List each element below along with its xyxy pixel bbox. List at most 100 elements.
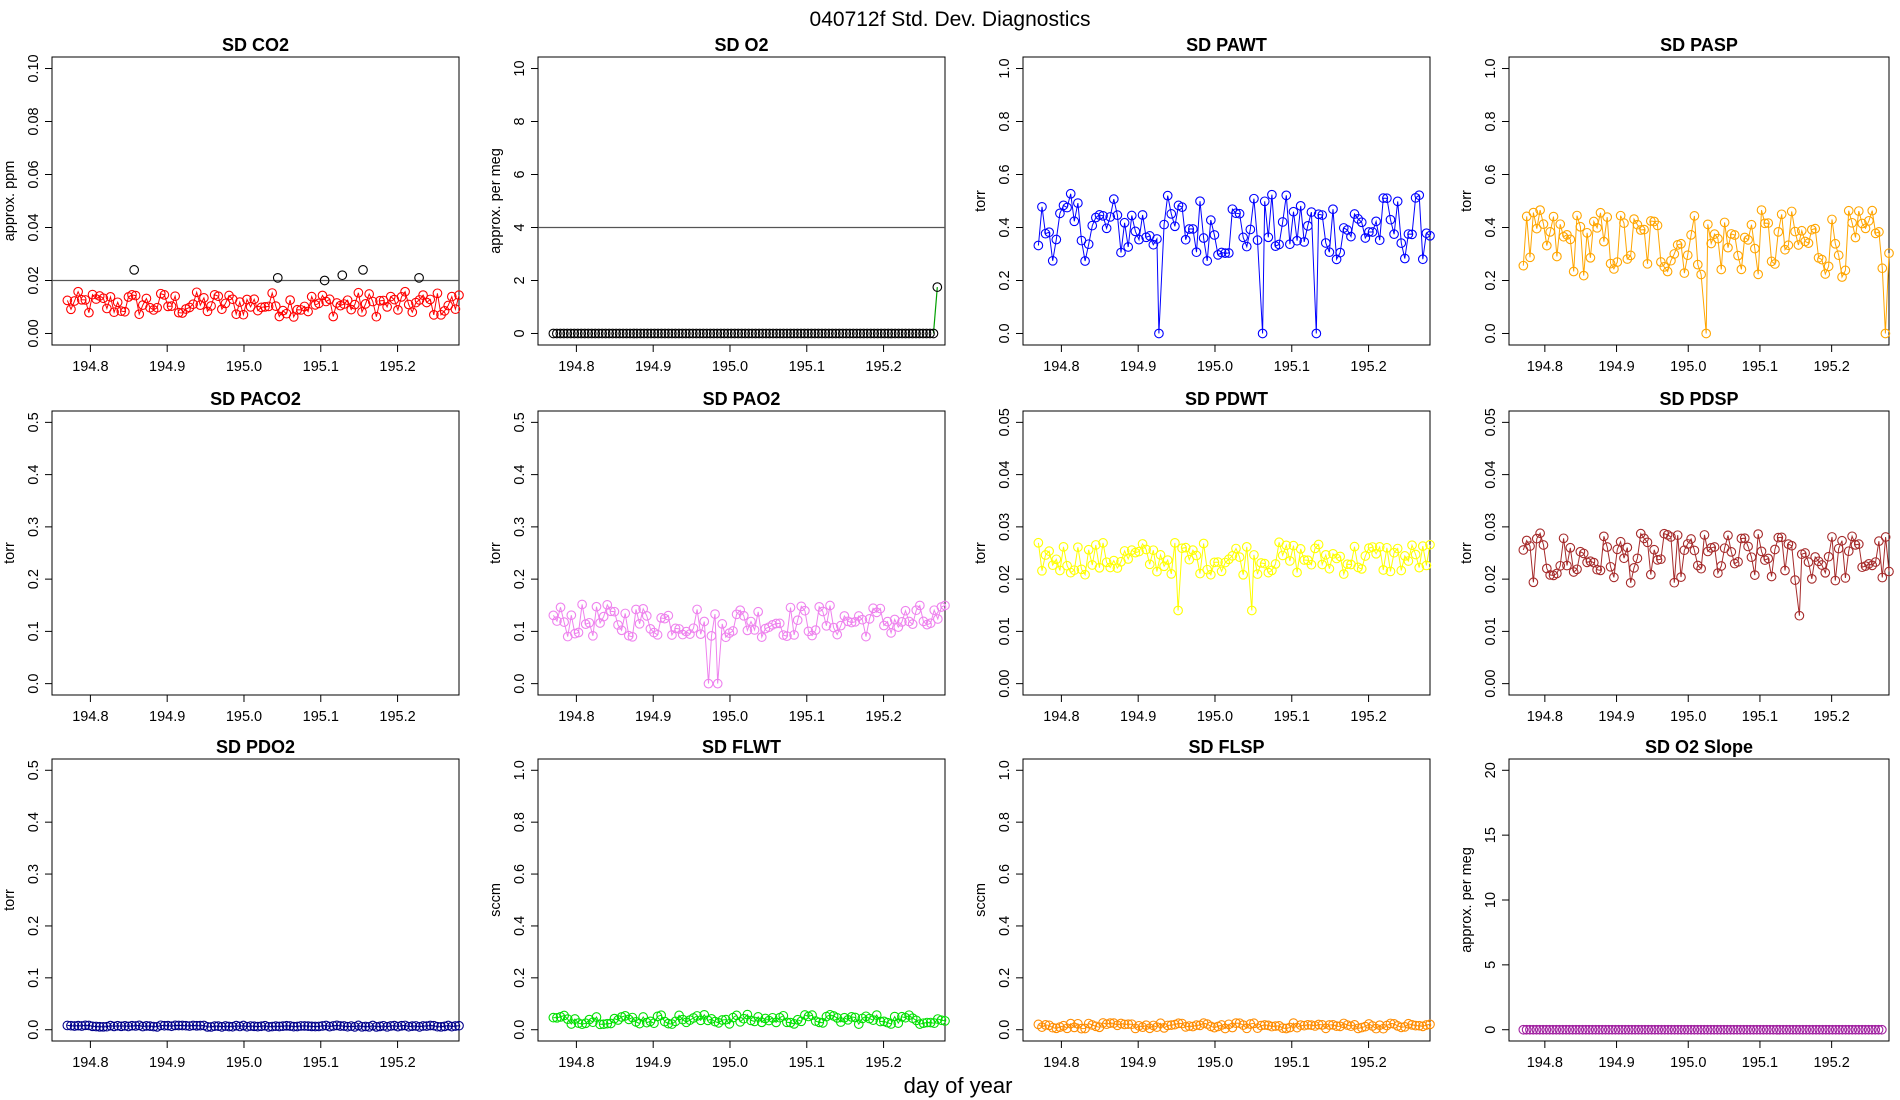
data-point (817, 606, 828, 617)
data-point (1682, 250, 1693, 261)
data-point (1349, 541, 1360, 552)
data-point (238, 309, 249, 320)
y-tick-label: 1.0 (997, 760, 1013, 780)
data-point (1184, 1021, 1195, 1031)
data-point (1223, 1019, 1234, 1030)
data-point (1575, 221, 1586, 232)
data-point (407, 1021, 418, 1031)
y-tick-label: 0.04 (26, 213, 42, 241)
data-point (393, 305, 403, 315)
data-point (1723, 242, 1733, 253)
data-point (1595, 565, 1606, 576)
data-point (1101, 557, 1112, 568)
x-tick-label: 195.0 (1197, 359, 1233, 375)
x-tick-label: 195.1 (789, 709, 825, 725)
data-point (1794, 1024, 1805, 1035)
data-point (306, 291, 317, 302)
data-point (1847, 217, 1857, 228)
y-axis-label: sccm (973, 883, 989, 917)
data-point (1776, 209, 1787, 220)
data-point (1148, 545, 1159, 556)
data-point (152, 302, 163, 313)
data-point (1256, 1020, 1266, 1031)
data-point (439, 1021, 450, 1032)
data-point (411, 1021, 421, 1031)
data-point (1770, 259, 1780, 269)
data-point (1830, 238, 1841, 249)
panel-title: SD PDWT (1185, 389, 1268, 409)
data-point (1267, 1021, 1277, 1032)
data-point (1198, 233, 1209, 243)
y-axis-label: torr (1459, 542, 1475, 564)
data-point (821, 620, 832, 631)
data-point (1367, 227, 1378, 237)
data-point (1535, 205, 1545, 215)
data-point (1722, 1024, 1733, 1035)
data-point (299, 1021, 310, 1031)
y-tick-label: 0.05 (1483, 408, 1499, 436)
x-tick-label: 195.2 (1350, 709, 1386, 725)
data-point (1605, 258, 1616, 269)
data-point (785, 328, 796, 339)
data-point (1743, 541, 1753, 552)
data-point (1692, 259, 1703, 270)
data-point (310, 1021, 321, 1032)
data-point (566, 1019, 577, 1029)
y-tick-label: 0.3 (512, 517, 528, 537)
data-point (1364, 543, 1374, 553)
data-point (911, 328, 921, 339)
x-tick-label: 195.1 (303, 359, 339, 375)
data-point (1335, 247, 1346, 258)
data-point (292, 1021, 303, 1032)
data-point (600, 328, 611, 339)
data-point (1385, 1018, 1396, 1029)
data-point (1709, 1024, 1719, 1035)
x-tick-label: 195.2 (1813, 709, 1849, 725)
data-point (782, 328, 792, 339)
data-point (577, 599, 587, 610)
data-point (918, 1018, 929, 1029)
data-point (1353, 1023, 1363, 1034)
x-tick-label: 195.1 (1742, 359, 1778, 375)
data-point (613, 620, 623, 630)
data-point (1755, 1024, 1765, 1035)
y-tick-label: 0.0 (512, 1020, 528, 1040)
data-point (439, 306, 450, 316)
data-point (817, 328, 827, 339)
x-tick-label: 195.0 (1197, 709, 1233, 725)
data-point (1763, 218, 1774, 228)
data-point (69, 1021, 80, 1031)
data-point (285, 1021, 295, 1031)
data-point (267, 1021, 278, 1032)
data-point (1853, 1024, 1864, 1035)
data-point (832, 629, 843, 640)
data-point (749, 625, 760, 635)
data-point (1159, 219, 1169, 230)
data-point (267, 288, 278, 298)
y-tick-label: 10 (1483, 892, 1499, 908)
data-point (1277, 1023, 1288, 1033)
data-point (883, 328, 893, 339)
y-tick-label: 0.02 (1483, 565, 1499, 593)
data-point (715, 328, 726, 339)
data-point (1378, 193, 1389, 203)
data-point (1311, 328, 1322, 339)
data-point (1249, 550, 1259, 560)
data-point (1821, 1024, 1831, 1035)
data-point (1632, 219, 1643, 230)
data-point (1162, 555, 1173, 565)
data-point (1396, 565, 1407, 576)
data-point (1619, 218, 1629, 228)
data-point (1288, 206, 1299, 217)
data-point (1277, 550, 1288, 561)
data-point (656, 328, 667, 339)
data-point (1195, 196, 1205, 207)
data-point (1538, 219, 1549, 229)
data-point (1800, 548, 1810, 558)
data-point (1545, 570, 1556, 580)
data-point (1531, 533, 1542, 544)
panel-title: SD PAWT (1186, 35, 1267, 55)
data-point (1238, 232, 1249, 243)
data-point (163, 301, 173, 312)
data-point (1295, 201, 1306, 211)
